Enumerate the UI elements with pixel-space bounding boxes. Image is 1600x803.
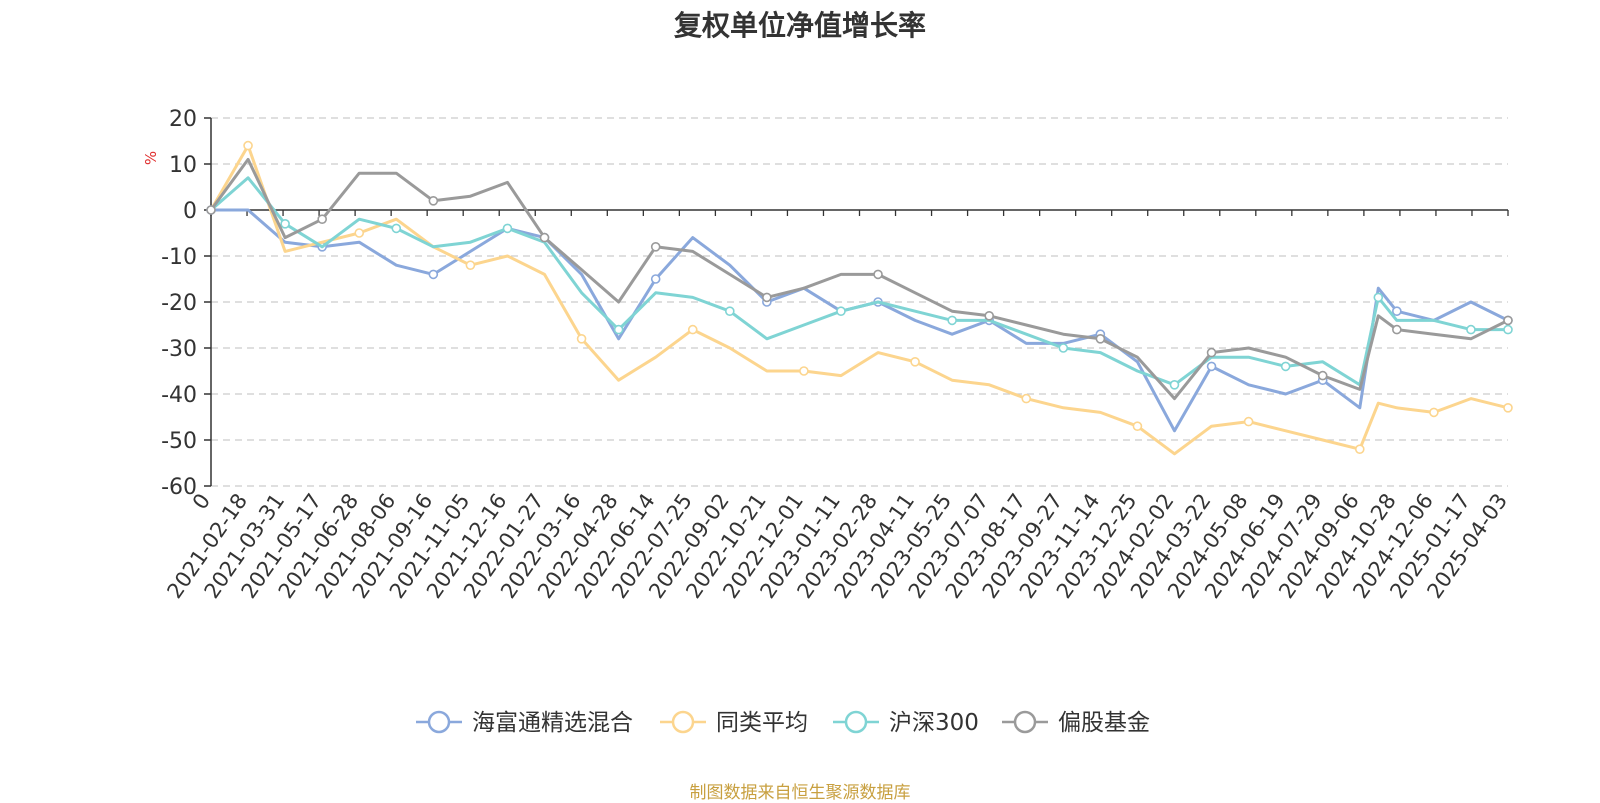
- data-point: [502, 223, 513, 234]
- data-point: [1206, 361, 1217, 372]
- data-point: [317, 214, 327, 224]
- data-point: [1503, 324, 1513, 335]
- y-axis-label: %: [142, 151, 160, 165]
- series-line: [209, 176, 1510, 387]
- data-point: [947, 315, 957, 326]
- y-tick-label: 0: [183, 199, 197, 224]
- data-point: [1021, 393, 1032, 404]
- data-point: [465, 260, 476, 271]
- legend-label: 沪深300: [889, 710, 979, 736]
- data-point: [280, 219, 290, 229]
- y-tick-label: -10: [161, 245, 197, 270]
- data-point: [1095, 333, 1106, 344]
- data-point: [1280, 361, 1291, 372]
- data-point: [1466, 324, 1476, 335]
- data-point: [650, 242, 661, 252]
- x-tick-label: 0: [188, 489, 215, 514]
- y-tick-label: -40: [161, 383, 197, 408]
- y-tick-label: -20: [161, 291, 197, 316]
- data-point: [1503, 315, 1513, 326]
- y-tick-label: -50: [161, 429, 197, 454]
- data-point: [1169, 379, 1180, 390]
- legend-marker: [1013, 710, 1037, 734]
- data-point: [1392, 306, 1402, 317]
- data-point: [1392, 324, 1402, 335]
- y-tick-label: -30: [161, 337, 197, 362]
- data-point: [206, 205, 216, 215]
- data-point: [762, 292, 772, 303]
- grid-layer: [211, 117, 1508, 487]
- legend-layer: 海富通精选混合 同类平均 沪深300 偏股基金: [416, 710, 1150, 736]
- data-point: [724, 306, 735, 317]
- axis-layer: 20100-10-20-30-40-50-60%02021-02-182021-…: [142, 107, 1512, 603]
- data-point: [1373, 292, 1384, 303]
- data-point: [1429, 407, 1439, 418]
- data-point: [576, 333, 587, 344]
- series-layer: [206, 140, 1513, 456]
- series-line: [209, 144, 1510, 456]
- data-point: [1503, 402, 1513, 413]
- data-point: [687, 324, 698, 335]
- series-line: [209, 208, 1510, 433]
- data-point: [354, 228, 365, 238]
- data-point: [836, 306, 846, 317]
- source-note: 制图数据来自恒生聚源数据库: [689, 783, 911, 803]
- legend-marker: [427, 710, 451, 734]
- legend-label: 同类平均: [716, 710, 808, 736]
- legend-marker: [844, 710, 868, 734]
- y-tick-label: 20: [169, 107, 197, 132]
- y-tick-label: -60: [161, 475, 197, 500]
- line-chart: 20100-10-20-30-40-50-60%02021-02-182021-…: [142, 107, 1513, 736]
- data-point: [539, 232, 550, 243]
- chart-title: 复权单位净值增长率: [673, 9, 926, 42]
- legend-label: 偏股基金: [1058, 710, 1150, 736]
- data-point: [1354, 444, 1365, 455]
- data-point: [873, 269, 883, 280]
- data-point: [1206, 347, 1217, 358]
- data-point: [428, 196, 439, 206]
- data-point: [910, 356, 920, 367]
- data-point: [1058, 343, 1069, 353]
- legend-marker: [671, 710, 695, 734]
- data-point: [1132, 421, 1143, 432]
- data-point: [1317, 370, 1328, 381]
- data-point: [984, 310, 995, 321]
- data-point: [1243, 416, 1254, 427]
- data-point: [243, 140, 253, 151]
- data-point: [428, 269, 439, 280]
- legend-label: 海富通精选混合: [472, 710, 633, 736]
- data-point: [799, 366, 809, 376]
- data-point: [650, 274, 661, 284]
- data-point: [613, 324, 624, 335]
- y-tick-label: 10: [169, 153, 197, 178]
- data-point: [391, 223, 402, 234]
